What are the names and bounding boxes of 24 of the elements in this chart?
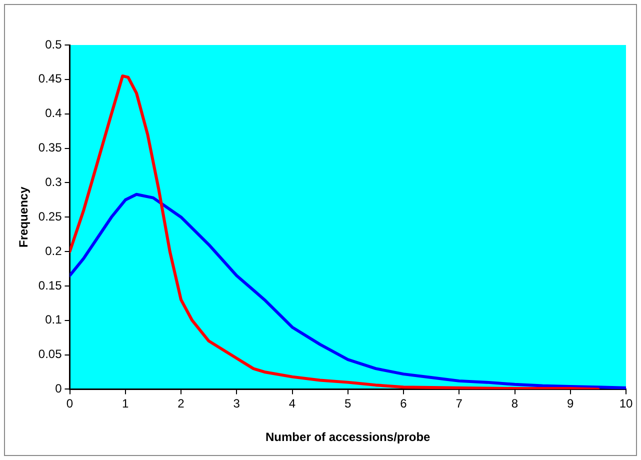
y-tick-label: 0.1 xyxy=(45,312,62,327)
y-tick-label: 0.35 xyxy=(38,140,62,155)
x-tick-label: 2 xyxy=(178,396,185,411)
x-tick-label: 1 xyxy=(122,396,130,411)
y-tick-label: 0.25 xyxy=(38,209,62,224)
y-axis-title: Frequency xyxy=(16,186,31,248)
x-tick-label: 7 xyxy=(456,396,463,411)
x-tick-label: 0 xyxy=(66,396,74,411)
y-tick-label: 0.05 xyxy=(38,347,62,362)
y-tick-label: 0.15 xyxy=(38,278,62,292)
y-tick-label: 0.4 xyxy=(45,106,62,120)
y-tick-label: 0.45 xyxy=(38,72,62,86)
x-tick-label: 3 xyxy=(233,396,240,411)
y-tick-label: 0.2 xyxy=(45,244,62,258)
y-tick-label: 0.3 xyxy=(45,174,62,189)
x-tick-label: 10 xyxy=(619,396,633,411)
x-tick-label: 9 xyxy=(567,396,574,411)
y-tick-label: 0.5 xyxy=(45,37,62,52)
x-tick-label: 8 xyxy=(511,396,518,411)
y-tick-label: 0 xyxy=(55,382,62,396)
x-tick-label: 6 xyxy=(400,396,408,411)
x-tick-label: 5 xyxy=(344,396,352,411)
x-axis-title: Number of accessions/probe xyxy=(266,430,431,444)
x-tick-label: 4 xyxy=(288,396,296,411)
